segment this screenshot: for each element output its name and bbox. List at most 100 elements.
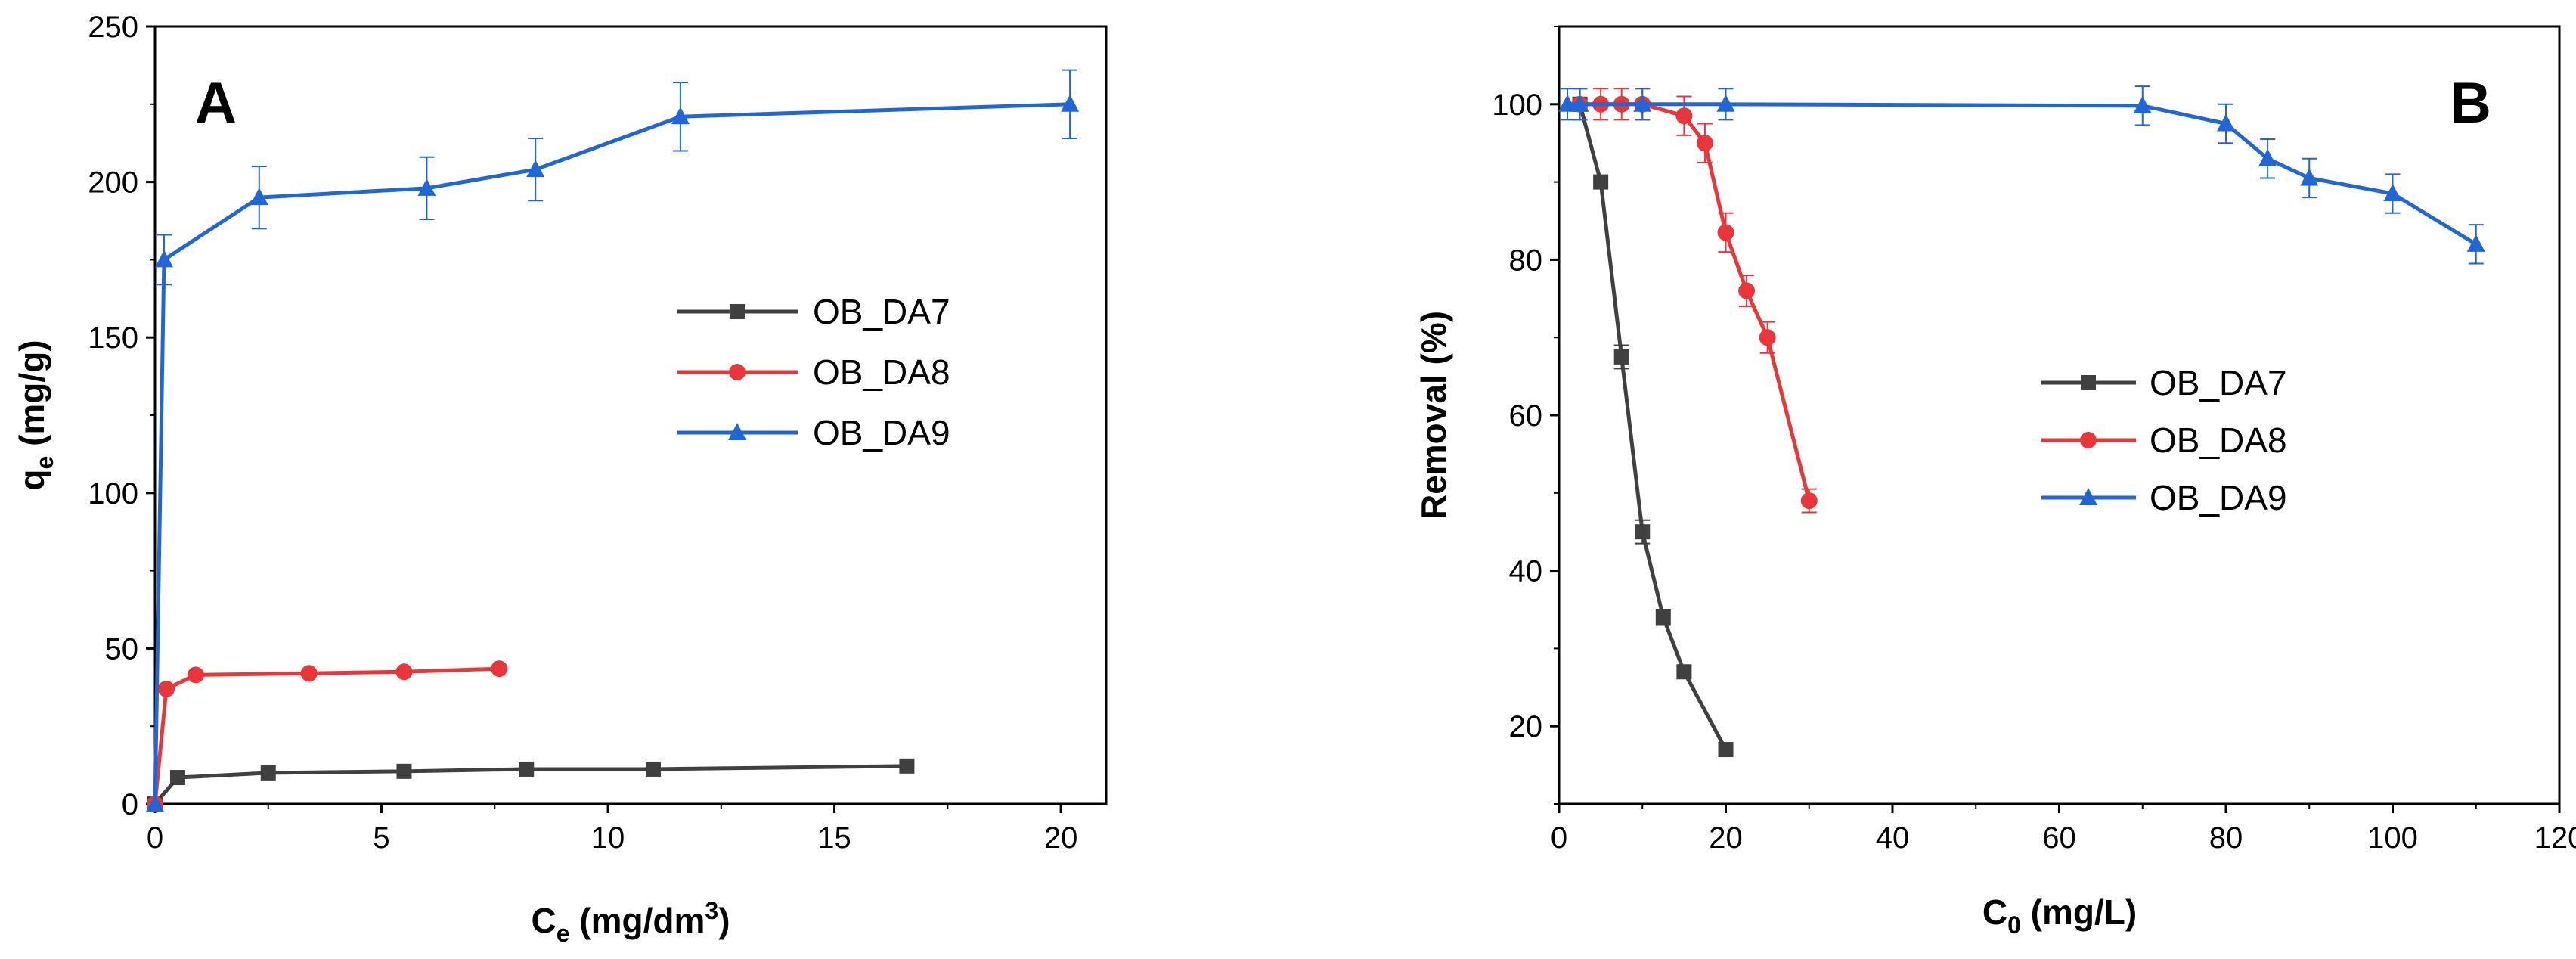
- data-point-ob-da9-b: [2217, 113, 2235, 132]
- series-line-ob-da8-a: [153, 666, 500, 805]
- data-point-ob-da7-a: [519, 761, 535, 777]
- x-tick-label-b: 20: [1709, 821, 1743, 855]
- legend-label-ob-da9-b: OB_DA9: [2150, 478, 2287, 517]
- data-point-ob-da7-a: [169, 770, 185, 786]
- x-tick-label-b: 120: [2534, 821, 2576, 855]
- data-point-ob-da9-a: [250, 188, 268, 206]
- x-tick-label-a: 5: [373, 821, 389, 855]
- legend-item-ob-da9-b: OB_DA9: [2041, 478, 2287, 517]
- legend-marker-triangle-b: [2079, 488, 2097, 505]
- plot-frame-a: [153, 25, 1108, 805]
- data-point-ob-da8-a: [395, 663, 413, 681]
- legend-item-ob-da8-a: OB_DA8: [677, 352, 950, 392]
- data-point-ob-da9-b: [2133, 95, 2152, 113]
- panel-letter-a: A: [195, 71, 237, 135]
- data-point-ob-da9-a: [1061, 94, 1080, 112]
- legend-b: OB_DA7 OB_DA8 OB_DA9: [2041, 363, 2287, 517]
- series-group-b: [1558, 85, 2485, 758]
- legend-label-ob-da9-a: OB_DA9: [813, 413, 950, 452]
- data-point-ob-da8-a: [187, 666, 204, 684]
- data-point-ob-da7-b: [1655, 610, 1671, 625]
- y-axis-title-b: Removal (%): [1414, 311, 1453, 520]
- y-tick-label-b: 20: [1509, 710, 1543, 743]
- data-point-ob-da7-b: [1635, 524, 1651, 540]
- legend-item-ob-da9-a: OB_DA9: [677, 413, 950, 452]
- y-tick-label-b: 40: [1509, 555, 1543, 588]
- series-line-ob-da7-b: [1578, 104, 1728, 751]
- data-point-ob-da7-a: [899, 758, 915, 774]
- x-axis-title-b: C0 (mg/L): [1982, 892, 2137, 939]
- data-point-ob-da9-a: [526, 160, 545, 178]
- x-tick-label-a: 20: [1044, 821, 1078, 855]
- series-line-ob-da9-a: [153, 102, 1071, 805]
- data-point-ob-da9-b: [1570, 94, 1589, 112]
- x-tick-label-a: 10: [591, 821, 625, 855]
- data-point-ob-da9-a: [146, 794, 164, 812]
- y-tick-label-b: 100: [1492, 88, 1542, 122]
- data-point-ob-da8-b: [1800, 492, 1818, 510]
- data-point-ob-da7-a: [645, 761, 661, 777]
- y-tick-label-a: 50: [105, 632, 139, 666]
- legend-marker-square-a: [730, 304, 745, 319]
- data-point-ob-da7-b: [1593, 174, 1609, 190]
- x-tick-label-b: 60: [2042, 821, 2076, 855]
- legend-label-ob-da7-a: OB_DA7: [813, 292, 950, 331]
- x-tick-label-b: 40: [1876, 821, 1910, 855]
- data-point-ob-da9-b: [2300, 168, 2319, 186]
- legend-label-ob-da7-b: OB_DA7: [2150, 363, 2287, 402]
- data-point-ob-da8-a: [157, 680, 175, 697]
- legend-marker-square-b: [2081, 375, 2096, 390]
- data-point-ob-da8-b: [1717, 224, 1734, 241]
- x-axis-title-a: Ce (mg/dm3): [531, 897, 730, 947]
- y-tick-label-a: 250: [88, 11, 138, 44]
- y-tick-label-a: 100: [88, 477, 138, 511]
- data-point-ob-da8-a: [491, 660, 508, 678]
- x-tick-label-b: 100: [2367, 821, 2418, 855]
- data-point-ob-da9-b: [2383, 184, 2402, 202]
- data-point-ob-da8-b: [1675, 107, 1693, 125]
- chart-panel-b: 0 20 40 60 80 100 120 20 40 60 80 100 B OB_DA7 OB_D…: [1414, 25, 2576, 939]
- panel-letter-b: B: [2450, 71, 2491, 135]
- data-point-ob-da8-b: [1759, 329, 1776, 346]
- data-point-ob-da7-a: [396, 763, 412, 779]
- data-point-ob-da9-b: [2466, 234, 2485, 252]
- data-point-ob-da9-a: [417, 178, 436, 196]
- data-point-ob-da9-b: [1716, 94, 1735, 112]
- y-axis-title-a: qe (mg/g): [12, 340, 58, 490]
- data-point-ob-da8-b: [1696, 135, 1713, 152]
- data-point-ob-da9-a: [671, 107, 690, 125]
- y-tick-label-b: 80: [1509, 244, 1543, 277]
- legend-a: OB_DA7 OB_DA8 OB_DA9: [677, 292, 950, 452]
- y-tick-label-b: 60: [1509, 399, 1543, 433]
- data-point-ob-da9-a: [154, 250, 173, 268]
- legend-marker-circle-a: [729, 364, 746, 380]
- y-tick-label-a: 150: [88, 321, 138, 355]
- x-tick-label-a: 0: [147, 821, 163, 855]
- legend-item-ob-da7-b: OB_DA7: [2041, 363, 2287, 402]
- series-group-a: [146, 69, 1080, 812]
- legend-label-ob-da8-b: OB_DA8: [2150, 421, 2287, 460]
- axis-ticks-b: 0 20 40 60 80 100 120 20 40 60 80 100: [1492, 26, 2576, 855]
- data-point-ob-da7-b: [1613, 349, 1629, 365]
- data-point-ob-da7-b: [1676, 664, 1692, 680]
- legend-item-ob-da7-a: OB_DA7: [677, 292, 950, 331]
- x-tick-label-a: 15: [817, 821, 851, 855]
- x-tick-label-b: 0: [1551, 821, 1567, 855]
- data-point-ob-da8-a: [300, 665, 318, 682]
- data-point-ob-da7-a: [260, 765, 276, 781]
- series-line-ob-da9-b: [1567, 102, 2478, 246]
- data-point-ob-da8-b: [1738, 282, 1756, 299]
- data-point-ob-da9-b: [1558, 94, 1577, 112]
- legend-marker-triangle-a: [728, 423, 746, 440]
- y-tick-label-a: 0: [122, 788, 138, 821]
- x-tick-label-b: 80: [2209, 821, 2243, 855]
- data-point-ob-da9-b: [2258, 148, 2277, 166]
- y-tick-label-a: 200: [88, 166, 138, 200]
- data-point-ob-da7-b: [1718, 742, 1734, 758]
- legend-item-ob-da8-b: OB_DA8: [2041, 421, 2287, 460]
- data-point-ob-da9-b: [1633, 94, 1652, 112]
- legend-marker-circle-b: [2080, 432, 2097, 448]
